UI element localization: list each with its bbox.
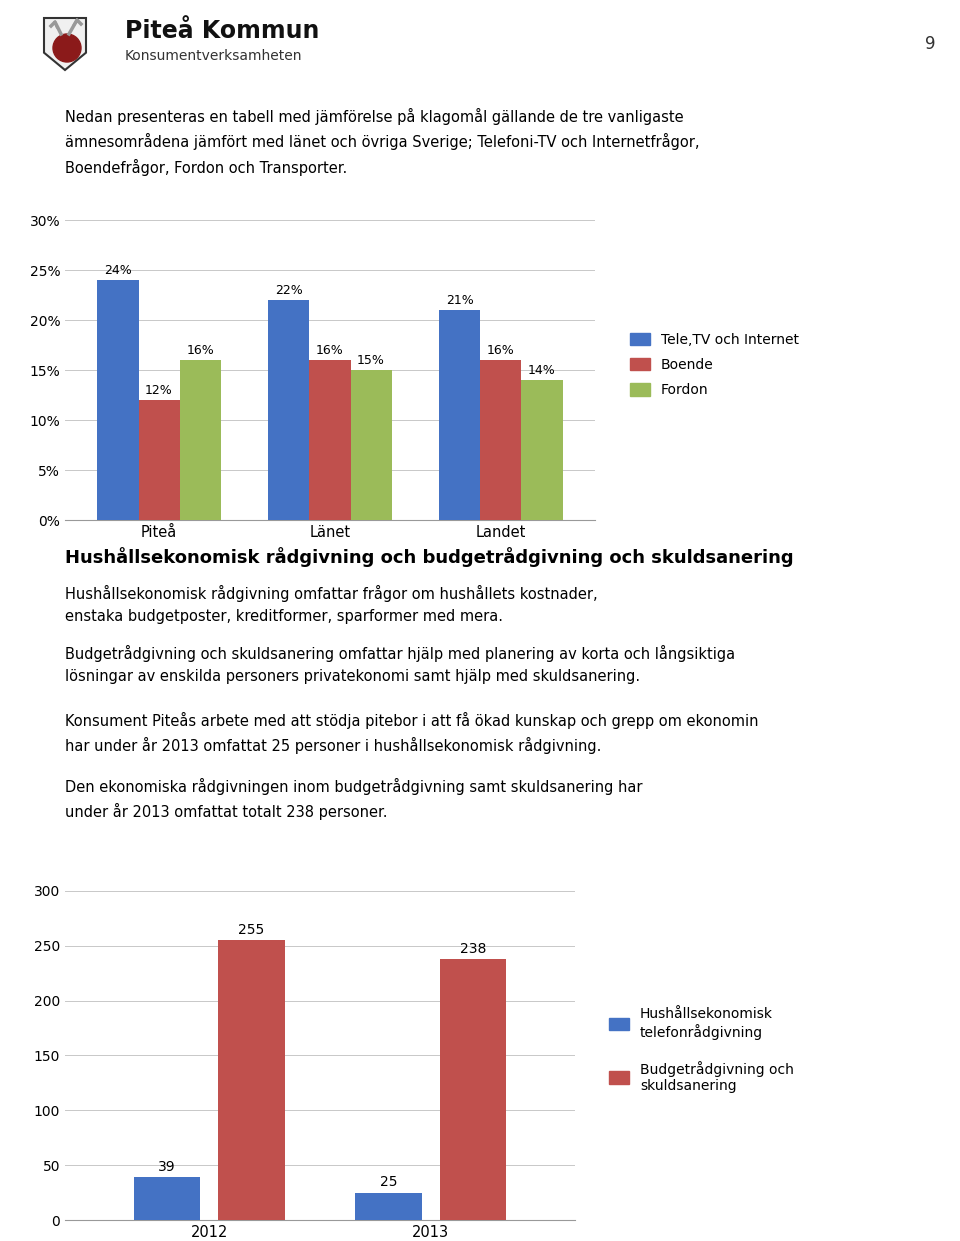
Text: Hushållsekonomisk rådgivning och budgetrådgivning och skuldsanering: Hushållsekonomisk rådgivning och budgetr… [65, 547, 794, 567]
Text: Budgetrådgivning och skuldsanering omfattar hjälp med planering av korta och lån: Budgetrådgivning och skuldsanering omfat… [65, 645, 735, 684]
Text: 21%: 21% [446, 294, 474, 307]
Text: 12%: 12% [145, 383, 173, 397]
Legend: Tele,TV och Internet, Boende, Fordon: Tele,TV och Internet, Boende, Fordon [623, 326, 805, 405]
Bar [98, 280, 138, 520]
Text: 15%: 15% [357, 354, 385, 367]
Bar [138, 400, 180, 520]
Bar [309, 360, 350, 520]
Bar [521, 380, 563, 520]
Text: 25: 25 [380, 1175, 397, 1189]
Bar [218, 941, 284, 1220]
Bar [440, 310, 480, 520]
Text: Nedan presenteras en tabell med jämförelse på klagomål gällande de tre vanligast: Nedan presenteras en tabell med jämförel… [65, 108, 700, 176]
Text: Hushållsekonomisk rådgivning omfattar frågor om hushållets kostnader,
enstaka bu: Hushållsekonomisk rådgivning omfattar fr… [65, 585, 598, 624]
Text: Konsumentverksamheten: Konsumentverksamheten [125, 48, 302, 63]
Text: 39: 39 [158, 1160, 176, 1174]
Text: 14%: 14% [528, 364, 556, 377]
Text: 9: 9 [924, 35, 935, 53]
Bar [440, 959, 506, 1220]
Bar [180, 360, 221, 520]
Text: 22%: 22% [276, 284, 302, 297]
Bar [350, 370, 392, 520]
Text: 255: 255 [238, 923, 264, 937]
Text: 238: 238 [460, 942, 486, 956]
Text: 16%: 16% [316, 344, 344, 357]
Legend: Hushållsekonomisk
telefonrådgivning, Budgetrådgivning och
skuldsanering: Hushållsekonomisk telefonrådgivning, Bud… [602, 1000, 801, 1100]
Text: 16%: 16% [487, 344, 515, 357]
Polygon shape [44, 19, 86, 69]
Bar [133, 1178, 201, 1220]
Text: Piteå Kommun: Piteå Kommun [125, 19, 320, 43]
Text: 24%: 24% [104, 264, 132, 277]
Circle shape [53, 34, 81, 62]
Bar [480, 360, 521, 520]
Text: Konsument Piteås arbete med att stödja pitebor i att få ökad kunskap och grepp o: Konsument Piteås arbete med att stödja p… [65, 712, 758, 755]
Bar [355, 1193, 422, 1220]
Bar [269, 300, 309, 520]
Text: 16%: 16% [186, 344, 214, 357]
Text: Den ekonomiska rådgivningen inom budgetrådgivning samt skuldsanering har
under å: Den ekonomiska rådgivningen inom budgetr… [65, 778, 642, 820]
